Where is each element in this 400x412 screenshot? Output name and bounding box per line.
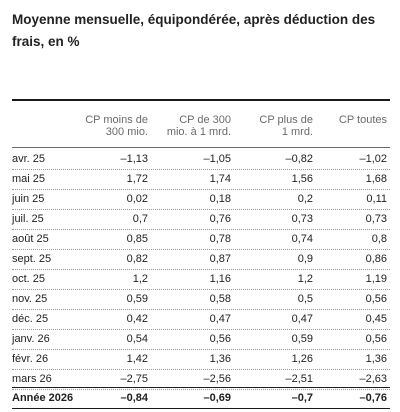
header-cp-all-line1: CP toutes: [338, 114, 387, 126]
cell-cp-large: 1,56: [291, 173, 313, 185]
cell-cp-all: 0,8: [371, 233, 387, 245]
cell-cp-medium: 1,36: [209, 353, 231, 365]
cell-cp-medium: 0,18: [209, 193, 231, 205]
row-month: déc. 25: [12, 313, 49, 325]
cell-cp-small: –2,75: [120, 373, 148, 385]
cell-cp-small: 0,02: [126, 193, 148, 205]
header-cp-medium-line2: mio. à 1 mrd.: [166, 126, 231, 138]
cell-cp-medium: 1,16: [209, 273, 231, 285]
table-row: juil. 25 0,7 0,76 0,73 0,73: [12, 210, 390, 230]
cell-cp-all: 1,68: [365, 173, 387, 185]
total-row: Année 2026 –0,84 –0,69 –0,7 –0,76: [12, 389, 390, 408]
table-row: avr. 25 –1,13 –1,05 –0,82 –1,02: [12, 150, 390, 170]
cell-cp-small: 0,54: [126, 333, 148, 345]
cell-cp-all: 0,56: [365, 293, 387, 305]
bottom-rule: [12, 408, 390, 409]
row-month: mai 25: [12, 173, 46, 185]
cell-cp-all: 0,45: [365, 313, 387, 325]
cell-cp-all: –1,02: [359, 153, 387, 165]
header-cp-small-line1: CP moins de: [85, 114, 148, 126]
row-month: janv. 26: [12, 333, 50, 345]
cell-cp-all: 0,86: [365, 253, 387, 265]
cell-cp-large: –2,51: [285, 373, 313, 385]
cell-cp-large: 0,5: [297, 293, 313, 305]
table-row: mars 26 –2,75 –2,56 –2,51 –2,63: [12, 370, 390, 390]
cell-cp-large: 0,9: [297, 253, 313, 265]
cell-cp-medium: 0,47: [209, 313, 231, 325]
cell-cp-all: 1,19: [365, 273, 387, 285]
cell-cp-small: 0,7: [132, 213, 148, 225]
header-cp-small-line2: 300 mio.: [105, 126, 148, 138]
row-month: juil. 25: [12, 213, 44, 225]
cell-cp-medium: –1,05: [203, 153, 231, 165]
cell-cp-large: 0,47: [291, 313, 313, 325]
table-header: CP moins de 300 mio. CP de 300 mio. à 1 …: [12, 114, 390, 144]
cell-cp-medium: 1,74: [209, 173, 231, 185]
table-row: mai 25 1,72 1,74 1,56 1,68: [12, 170, 390, 190]
cell-cp-all: 0,56: [365, 333, 387, 345]
cell-cp-large: 0,2: [297, 193, 313, 205]
cell-cp-all: 0,73: [365, 213, 387, 225]
header-cp-large-line1: CP plus de: [259, 114, 313, 126]
table-row: févr. 26 1,42 1,36 1,26 1,36: [12, 350, 390, 370]
header-cp-medium-line1: CP de 300: [179, 114, 231, 126]
cell-cp-medium: –2,56: [203, 373, 231, 385]
row-month: avr. 25: [12, 153, 46, 165]
cell-cp-medium: 0,87: [209, 253, 231, 265]
page-title: Moyenne mensuelle, équipondérée, après d…: [12, 12, 376, 49]
total-cp-medium: –0,69: [203, 392, 231, 404]
table-body: avr. 25 –1,13 –1,05 –0,82 –1,02 mai 25 1…: [12, 150, 390, 390]
row-month: mars 26: [12, 373, 52, 385]
row-month: oct. 25: [12, 273, 46, 285]
cell-cp-small: 1,2: [132, 273, 148, 285]
total-cp-large: –0,7: [291, 392, 313, 404]
row-month: févr. 26: [12, 353, 49, 365]
header-cp-small: CP moins de 300 mio.: [85, 114, 148, 138]
table-row: août 25 0,85 0,78 0,74 0,8: [12, 230, 390, 250]
cell-cp-large: 1,2: [297, 273, 313, 285]
cell-cp-all: 1,36: [365, 353, 387, 365]
cell-cp-small: 0,42: [126, 313, 148, 325]
cell-cp-large: 1,26: [291, 353, 313, 365]
cell-cp-all: –2,63: [359, 373, 387, 385]
total-label: Année 2026: [12, 392, 74, 404]
row-month: sept. 25: [12, 253, 52, 265]
cell-cp-small: 0,59: [126, 293, 148, 305]
table-row: janv. 26 0,54 0,56 0,59 0,56: [12, 330, 390, 350]
cell-cp-medium: 0,58: [209, 293, 231, 305]
cell-cp-large: 0,59: [291, 333, 313, 345]
header-rule: [12, 147, 390, 148]
total-rule: [12, 387, 390, 388]
row-month: nov. 25: [12, 293, 48, 305]
header-cp-all: CP toutes: [339, 114, 387, 126]
cell-cp-medium: 0,78: [209, 233, 231, 245]
table-row: oct. 25 1,2 1,16 1,2 1,19: [12, 270, 390, 290]
table-row: nov. 25 0,59 0,58 0,5 0,56: [12, 290, 390, 310]
table-row: déc. 25 0,42 0,47 0,47 0,45: [12, 310, 390, 330]
cell-cp-small: 0,85: [126, 233, 148, 245]
cell-cp-large: 0,74: [291, 233, 313, 245]
total-cp-small: –0,84: [120, 392, 148, 404]
table-row: sept. 25 0,82 0,87 0,9 0,86: [12, 250, 390, 270]
cell-cp-large: –0,82: [285, 153, 313, 165]
cell-cp-all: 0,11: [366, 193, 387, 205]
cell-cp-large: 0,73: [291, 213, 313, 225]
header-cp-medium: CP de 300 mio. à 1 mrd.: [167, 114, 231, 138]
cell-cp-medium: 0,76: [209, 213, 231, 225]
cell-cp-small: 1,42: [126, 353, 148, 365]
cell-cp-small: 1,72: [126, 173, 148, 185]
header-cp-large-line2: 1 mrd.: [281, 126, 313, 138]
table-row: juin 25 0,02 0,18 0,2 0,11: [12, 190, 390, 210]
cell-cp-medium: 0,56: [209, 333, 231, 345]
total-cp-all: –0,76: [359, 392, 387, 404]
row-month: août 25: [12, 233, 49, 245]
top-rule: [12, 99, 390, 101]
row-month: juin 25: [12, 193, 45, 205]
table-total: Année 2026 –0,84 –0,69 –0,7 –0,76: [12, 389, 390, 408]
cell-cp-small: –1,13: [120, 153, 148, 165]
header-cp-large: CP plus de 1 mrd.: [259, 114, 313, 138]
cell-cp-small: 0,82: [126, 253, 148, 265]
